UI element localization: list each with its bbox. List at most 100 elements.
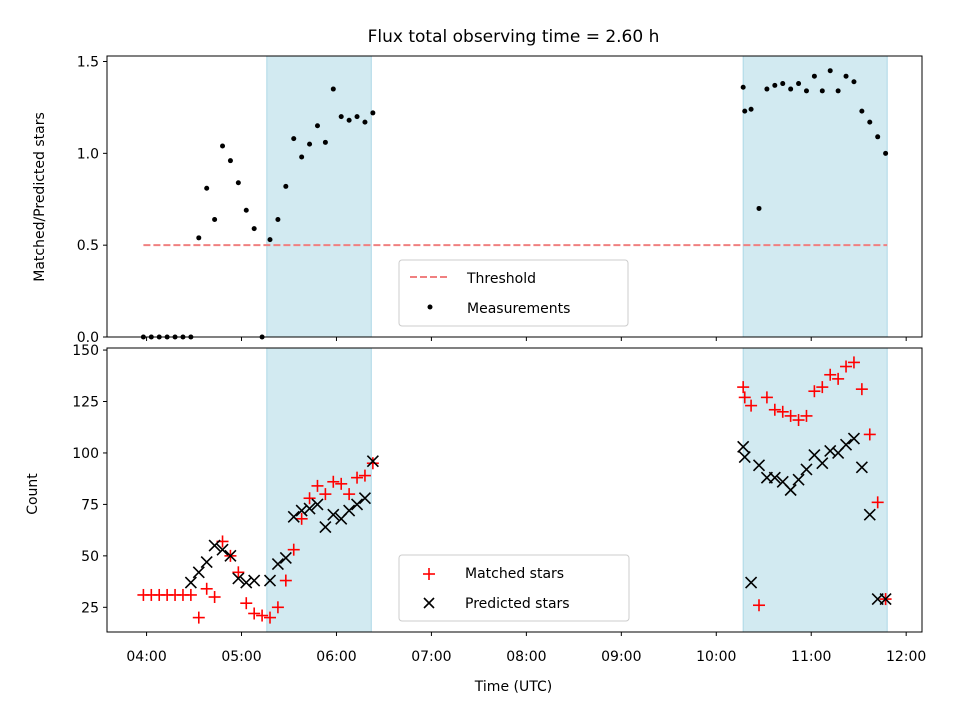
matched-star-marker — [248, 607, 261, 620]
predicted-star-marker — [200, 555, 213, 569]
predicted-star-marker — [248, 574, 261, 587]
bottom-x-tick-label: 11:00 — [791, 649, 831, 665]
matched-star-marker — [351, 471, 364, 484]
predicted-star-marker — [287, 510, 300, 523]
bottom-x-tick-label: 12:00 — [886, 649, 926, 665]
measurement-point — [283, 183, 289, 189]
matched-legend-label: Matched stars — [465, 566, 564, 582]
bottom-y-tick-label: 100 — [72, 446, 99, 462]
predicted-star-marker — [816, 457, 829, 470]
matched-legend-swatch — [423, 568, 435, 580]
bottom-x-tick-label: 09:00 — [601, 649, 641, 665]
matched-star-marker — [192, 611, 205, 624]
matched-star-marker — [792, 414, 805, 427]
predicted-star-marker — [208, 539, 221, 552]
matched-star-marker — [271, 601, 284, 614]
predicted-star-marker — [311, 498, 324, 511]
bottom-x-tick-label: 04:00 — [126, 649, 166, 665]
bottom-x-tick-label: 07:00 — [411, 649, 451, 665]
predicted-star-marker — [327, 508, 340, 521]
measurement-point — [796, 81, 802, 87]
predicted-star-marker — [192, 566, 205, 579]
measurement-point — [370, 110, 376, 116]
measurement-point — [362, 119, 368, 125]
measurement-point — [354, 114, 360, 120]
bottom-x-tick-label: 06:00 — [316, 649, 356, 665]
measurement-point — [243, 207, 249, 213]
matched-star-marker — [319, 488, 332, 501]
top-panel: 0.0 0.5 1.0 1.5 Matched/Predicted stars Thr… — [32, 55, 923, 346]
measurement-point — [204, 185, 210, 191]
matched-star-marker — [311, 479, 324, 492]
predicted-star-marker — [768, 471, 781, 484]
matched-star-marker — [738, 391, 751, 404]
predicted-star-marker — [366, 455, 379, 468]
measurement-point — [827, 68, 833, 74]
measurement-point — [859, 108, 865, 114]
measurement-point — [803, 88, 809, 94]
matched-star-marker — [343, 488, 356, 501]
chart-title: Flux total observing time = 2.60 h — [368, 27, 660, 47]
bottom-y-tick-label: 75 — [81, 497, 99, 513]
measurement-point — [220, 143, 226, 149]
matched-star-marker — [784, 409, 797, 422]
matched-star-marker — [776, 405, 789, 418]
matched-star-marker — [335, 477, 348, 490]
predicted-star-marker — [855, 461, 868, 474]
measurement-point — [772, 82, 778, 88]
predicted-star-marker — [839, 438, 853, 451]
measurement-point — [267, 237, 273, 243]
matched-star-marker — [760, 391, 773, 404]
top-y-tick-label: 0.0 — [77, 330, 99, 346]
measurement-point — [748, 106, 754, 112]
bottom-y-axis-label: Count — [25, 473, 41, 515]
predicted-star-marker — [847, 432, 861, 445]
measurement-point — [867, 119, 873, 125]
top-y-tick-label: 1.5 — [77, 55, 99, 71]
measurement-point — [307, 141, 313, 147]
matched-star-marker — [847, 356, 860, 369]
predicted-star-marker — [738, 451, 751, 464]
predicted-star-marker — [752, 459, 766, 472]
predicted-star-marker — [737, 440, 750, 453]
measurement-point — [275, 216, 281, 222]
bottom-x-tick-label: 05:00 — [221, 649, 261, 665]
matched-star-marker — [863, 428, 876, 441]
measurements-legend-label: Measurements — [467, 301, 570, 317]
matched-star-marker — [737, 381, 750, 394]
matched-star-marker — [832, 372, 845, 385]
matched-star-marker — [208, 591, 221, 604]
predicted-star-marker — [279, 551, 292, 564]
top-y-tick-label: 0.5 — [77, 238, 99, 254]
top-legend: Threshold Measurements — [398, 259, 629, 327]
measurement-point — [322, 139, 328, 145]
measurement-point — [819, 88, 825, 94]
matched-star-marker — [800, 409, 813, 422]
measurement-point — [742, 108, 748, 114]
bottom-plot-frame — [106, 347, 923, 633]
predicted-star-marker — [343, 504, 356, 517]
bottom-legend: Matched stars Predicted stars — [398, 554, 630, 622]
matched-star-marker — [871, 496, 884, 509]
measurements-legend-swatch — [427, 304, 433, 310]
threshold-legend-label: Threshold — [466, 271, 536, 287]
predicted-star-marker — [263, 574, 277, 587]
bottom-x-tick-label: 08:00 — [506, 649, 546, 665]
measurement-point — [756, 205, 762, 211]
predicted-star-marker — [350, 498, 364, 511]
measurement-point — [330, 86, 336, 92]
predicted-star-marker — [824, 444, 837, 457]
measurement-point — [875, 134, 881, 140]
predicted-star-marker — [319, 520, 332, 534]
bottom-y-tick-label: 50 — [81, 549, 99, 565]
matched-star-marker — [264, 611, 276, 624]
matched-star-marker — [768, 403, 781, 416]
predicted-star-marker — [879, 593, 892, 606]
predicted-star-marker — [784, 483, 797, 497]
predicted-star-marker — [745, 576, 758, 589]
predicted-star-marker — [184, 576, 197, 589]
predicted-star-marker — [863, 508, 876, 521]
matched-star-marker — [753, 599, 765, 612]
measurement-point — [883, 150, 889, 156]
